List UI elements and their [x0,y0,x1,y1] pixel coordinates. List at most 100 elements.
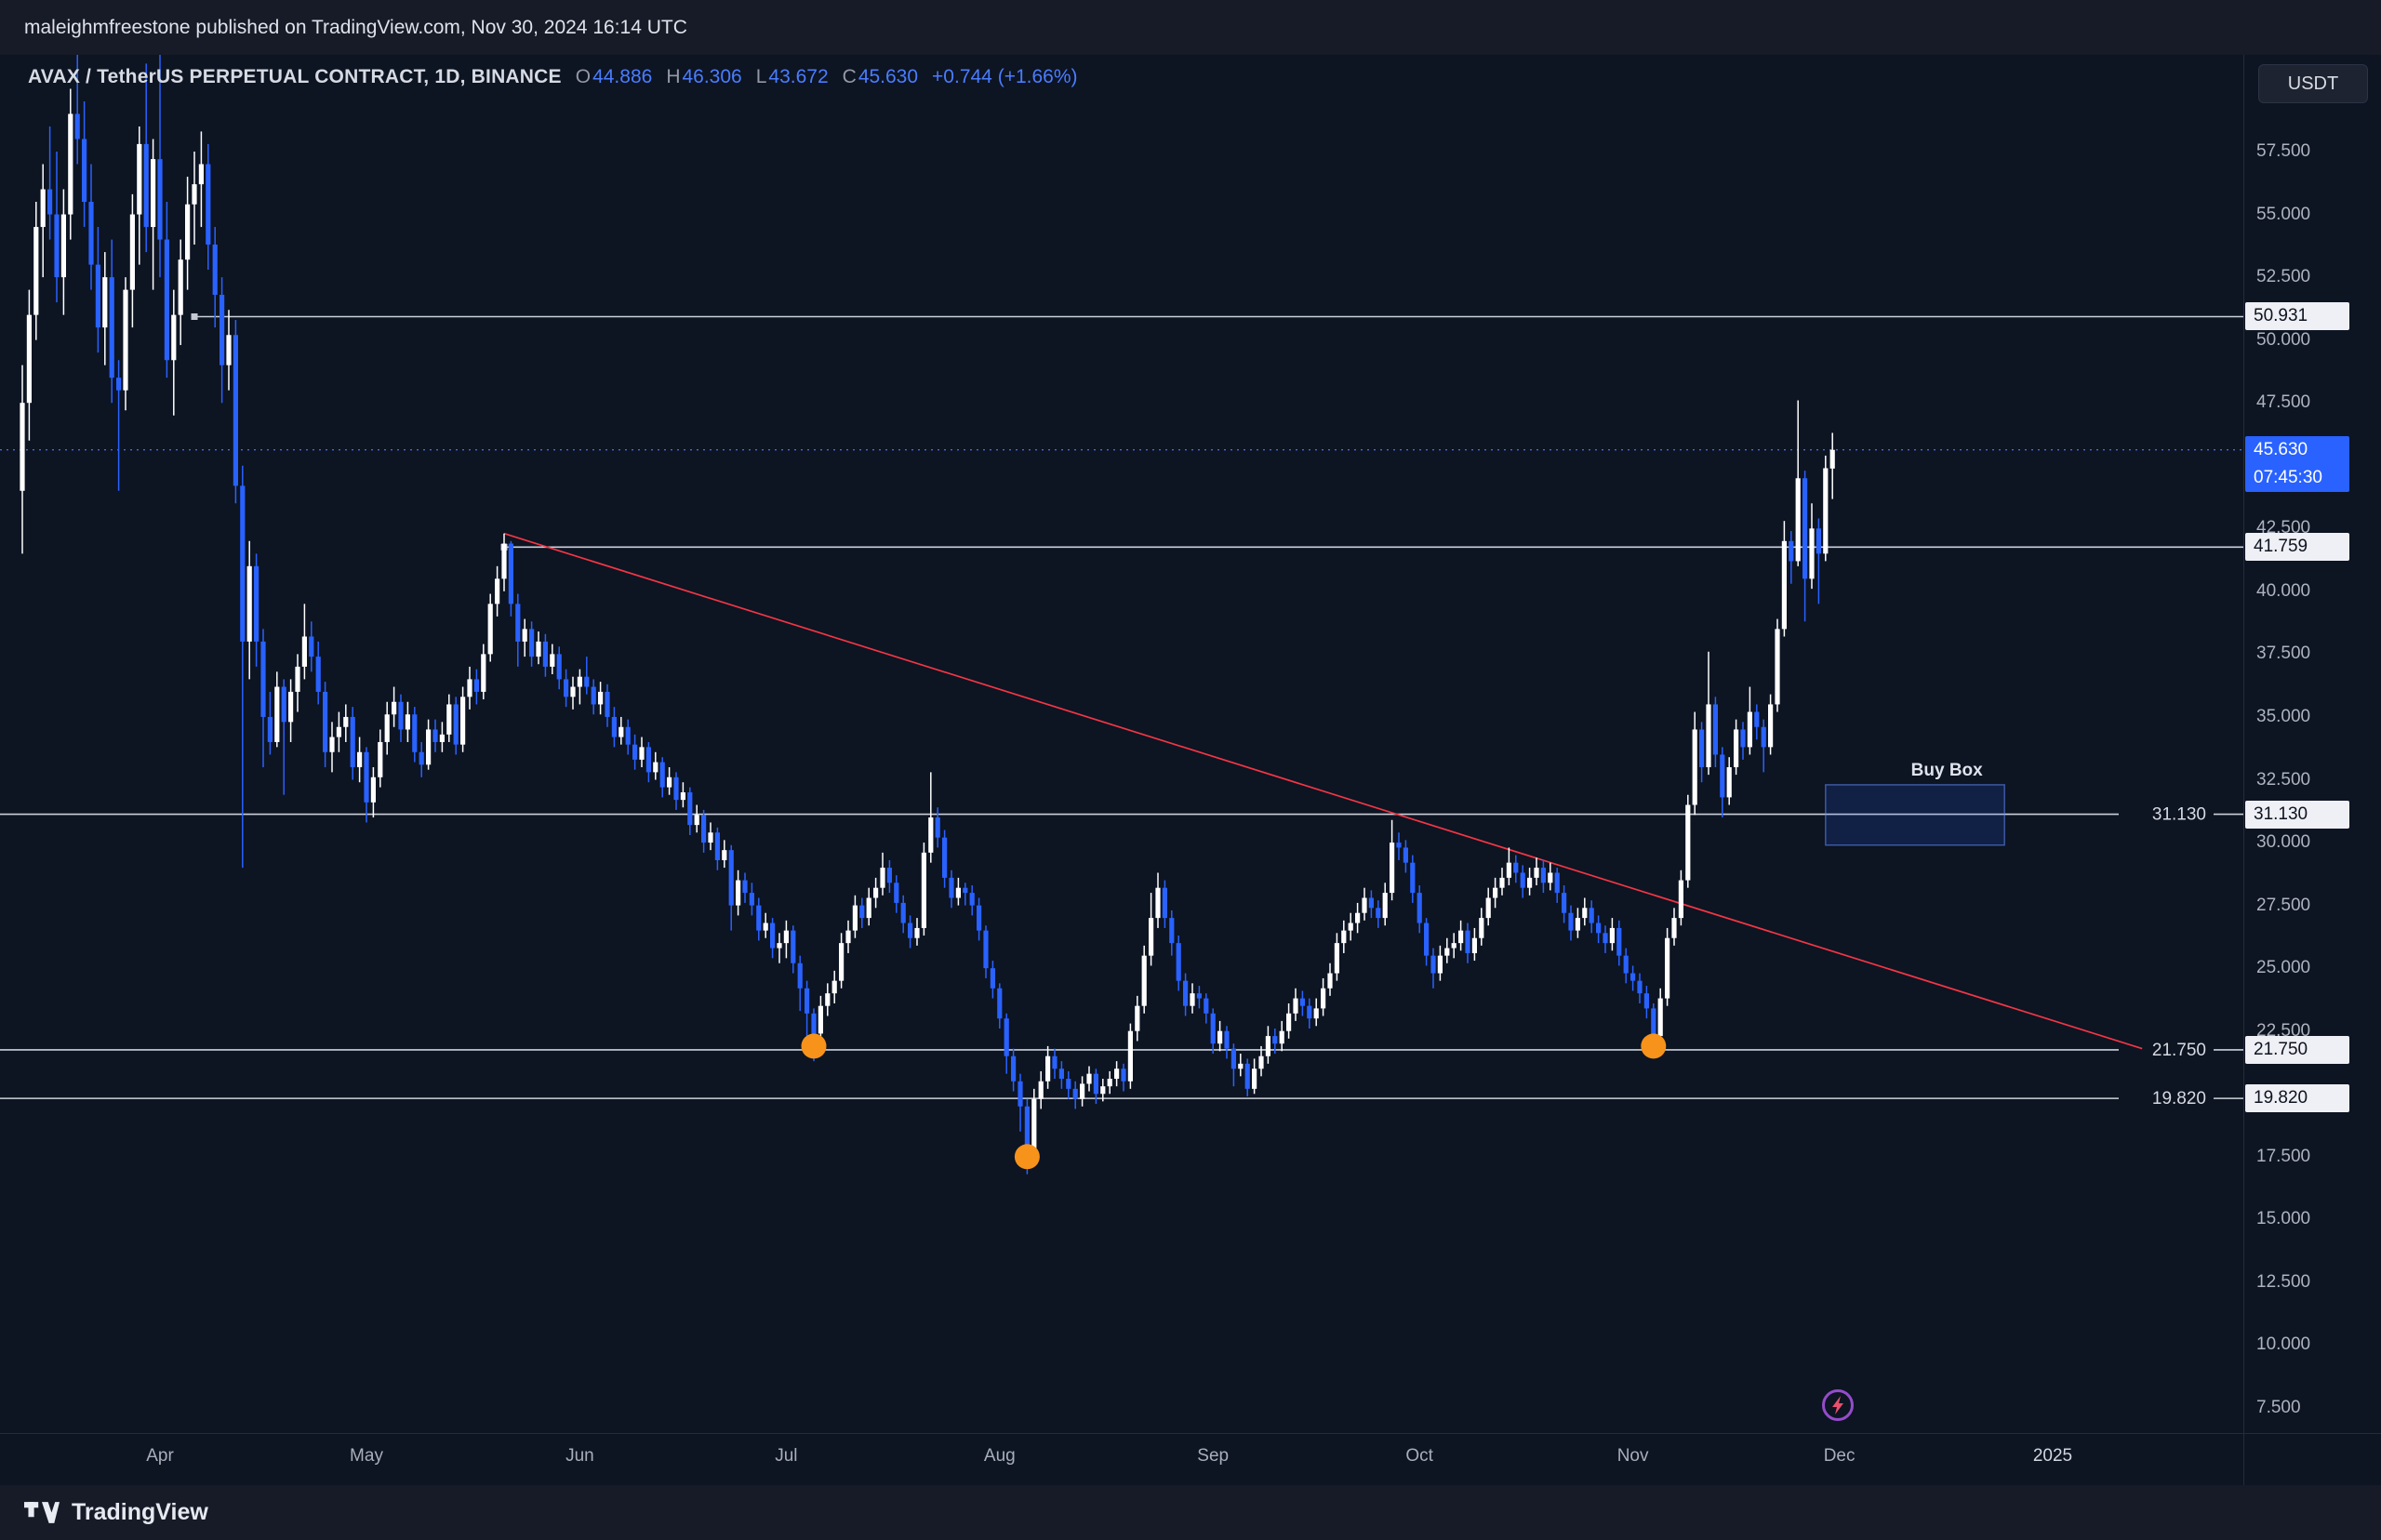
close-label: C [842,66,857,87]
candle-body [426,729,432,765]
candle-body [1809,528,1815,579]
candle-body [1493,887,1498,898]
open-label: O [575,66,592,87]
candle-body [1616,927,1622,956]
candle-body [522,629,527,642]
candle-body [412,714,418,752]
candle-body [192,184,197,205]
candle-body [453,704,459,745]
candle-body [233,335,238,486]
candle-body [33,227,39,315]
buy-box[interactable]: Buy Box [1825,761,2005,846]
candle-body [1485,897,1491,919]
time-axis-label: Sep [1197,1446,1230,1466]
candle-body [1279,1030,1284,1044]
candle-body [1149,918,1154,956]
candle-body [1706,704,1711,767]
price-axis[interactable]: USDT 57.500 55.000 52.500 50.000 47.500 42.50… [2243,55,2381,1485]
candle-body [1169,918,1175,944]
candle-body [495,578,500,604]
footer-bar: TradingView [0,1485,2381,1540]
candle-body [323,691,328,752]
candle-body [990,968,995,989]
orange-circle-marker[interactable] [1641,1033,1667,1059]
candle-body [171,314,177,361]
candle-body [1204,998,1209,1014]
currency-button[interactable]: USDT [2258,64,2368,103]
tradingview-brand[interactable]: TradingView [72,1499,208,1525]
candle-body [529,629,535,657]
low-label: L [755,66,767,87]
candle-body [811,1013,817,1034]
time-axis-label: Apr [146,1446,174,1466]
inline-level-label: 19.820 [2152,1089,2206,1109]
candle-body [1768,704,1774,748]
price-tick: 10.000 [2256,1334,2311,1355]
candle-body [336,726,341,737]
price-level-badge: 21.750 [2245,1035,2349,1064]
candle-body [60,214,66,278]
candle-body [254,565,259,642]
candle-body [1534,868,1539,878]
candle-body [942,837,948,878]
candle-body [1107,1079,1112,1087]
symbol-title[interactable]: AVAX / TetherUS PERPETUAL CONTRACT, 1D, … [28,66,562,87]
candle-body [1100,1086,1106,1095]
candle-body [178,259,183,315]
time-axis-label: Nov [1616,1446,1649,1466]
candle-body [384,714,390,742]
chart-legend: AVAX / TetherUS PERPETUAL CONTRACT, 1D, … [28,66,1078,88]
candlestick-chart[interactable]: 31.130 21.750 19.820 Buy Box [0,55,2243,1433]
candle-body [1210,1013,1216,1044]
candle-body [198,164,204,185]
candle-body [1230,1048,1236,1069]
candle-body [137,143,142,215]
candle-body [1417,893,1422,923]
candle-body [1196,993,1202,999]
orange-circle-marker[interactable] [801,1033,827,1059]
candle-body [653,762,658,773]
candle-body [1802,478,1808,579]
candle-body [1024,1106,1030,1149]
candle-body [963,887,968,894]
level-line-50.931 [191,312,2243,320]
orange-circle-marker[interactable] [1014,1144,1040,1170]
price-tick: 55.000 [2256,204,2311,224]
candle-body [164,239,169,361]
candle-body [1747,711,1752,748]
candle-body [246,565,252,642]
candle-body [74,113,80,139]
ohlc-low: L43.672 [756,66,829,88]
candle-body [1671,918,1677,938]
descending-trendline[interactable] [503,532,2143,1050]
candle-body [95,264,100,328]
candle-body [625,726,631,745]
candle-body [659,762,665,788]
candle-body [680,792,685,801]
chart-area[interactable]: 31.130 21.750 19.820 Buy Box AVAX / TetherU… [0,55,2243,1485]
candle-body [1789,540,1794,562]
candle-body [921,852,926,928]
price-tick: 40.000 [2256,580,2311,601]
high-value: 46.306 [682,66,742,87]
candle-body [274,686,280,742]
candle-body [1520,872,1525,888]
candle-body [708,832,713,843]
candle-body [370,777,376,803]
tradingview-logo-icon[interactable] [24,1502,60,1523]
candle-body [1299,998,1305,1006]
price-tick: 12.500 [2256,1271,2311,1292]
price-tick: 37.500 [2256,644,2311,664]
candle-body [570,686,576,697]
attribution-text: maleighmfreestone published on TradingVi… [24,16,687,38]
candle-body [1190,993,1195,1006]
time-axis[interactable]: Apr May Jun Jul Aug Sep Oct Nov Dec 2025 [0,1433,2243,1485]
candle-body [805,988,810,1014]
candle-body [577,676,582,687]
candle-body [605,691,610,717]
candle-body [1031,1098,1037,1149]
ohlc-open: O44.886 [576,66,653,88]
candle-body [928,817,934,853]
candle-body [446,704,452,735]
